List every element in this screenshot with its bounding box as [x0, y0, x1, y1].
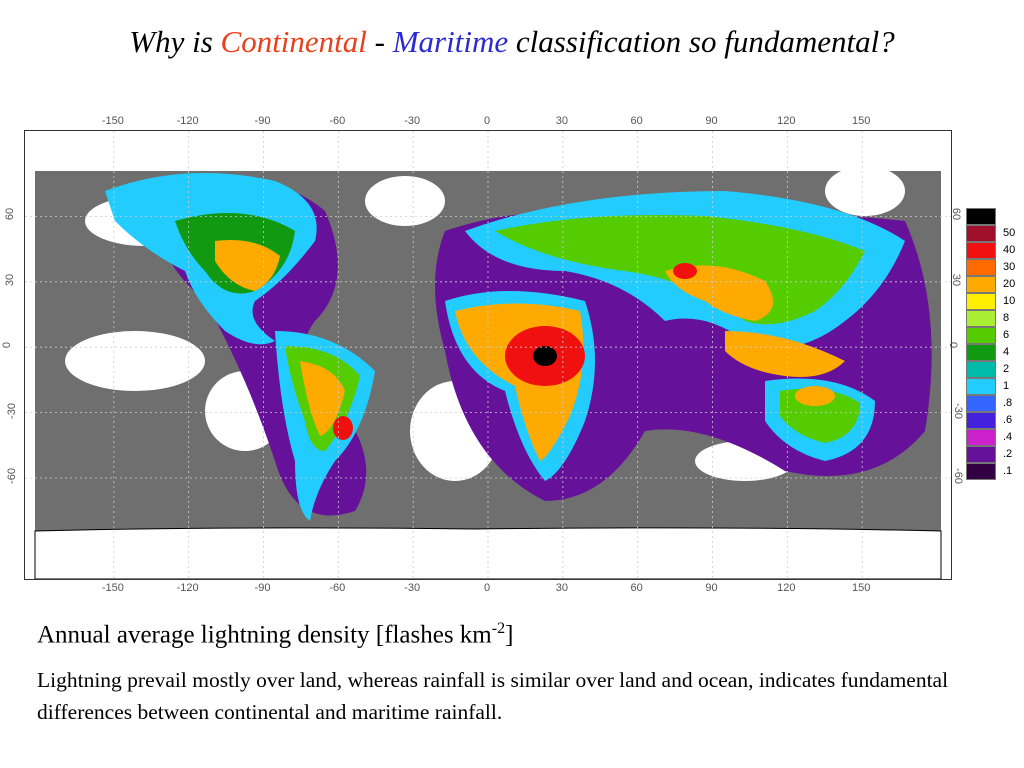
title-part2: classification so fundamental? — [508, 24, 895, 59]
australia-high — [795, 386, 835, 406]
lon-tick-label-bottom: -120 — [176, 582, 199, 594]
lon-tick-label-bottom: 120 — [777, 582, 796, 594]
south-asia-high — [665, 265, 773, 321]
legend-swatch — [966, 208, 996, 225]
lat-tick-label-left: -30 — [5, 402, 18, 419]
title-part1: Why is — [129, 24, 221, 59]
legend-swatch — [966, 327, 996, 344]
lon-tick-label-top: -90 — [254, 115, 271, 127]
lon-tick-label-bottom: 30 — [555, 582, 568, 594]
lat-tick-label-left: 60 — [4, 208, 17, 221]
lat-tick-label-right: 30 — [950, 273, 963, 286]
legend-swatch — [966, 242, 996, 259]
lightning-density-map — [24, 130, 952, 580]
legend-swatch — [966, 463, 996, 480]
legend-swatch — [966, 310, 996, 327]
antarctica — [34, 527, 942, 579]
legend-swatch — [966, 395, 996, 412]
slide-title: Why is Continental - Maritime classifica… — [0, 24, 1024, 60]
legend-label: 4 — [1003, 346, 1010, 358]
legend-label: .6 — [1003, 414, 1013, 426]
title-continental: Continental — [220, 24, 367, 59]
caption-title-end: ] — [505, 621, 514, 649]
caption-title-main: Annual average lightning density [flashe… — [37, 621, 492, 649]
lon-tick-label-top: -150 — [101, 115, 124, 127]
africa-max — [533, 346, 557, 366]
legend-label: 6 — [1003, 329, 1010, 341]
lon-tick-label-bottom: 60 — [630, 582, 643, 594]
lat-tick-label-right: -30 — [951, 402, 964, 419]
caption-title: Annual average lightning density [flashe… — [37, 620, 513, 649]
lon-tick-label-bottom: 150 — [851, 582, 871, 594]
maritime-continent — [725, 331, 845, 377]
lon-tick-label-top: -30 — [404, 115, 421, 127]
caption-title-sup: -2 — [491, 620, 506, 637]
south-asia-max — [673, 263, 697, 279]
legend-label: .2 — [1003, 448, 1013, 460]
legend-label: .8 — [1003, 397, 1013, 409]
legend-label: 40 — [1003, 244, 1016, 256]
lon-tick-label-top: 0 — [483, 115, 491, 127]
legend-swatch — [966, 446, 996, 463]
legend-swatch — [966, 429, 996, 446]
lon-tick-label-top: -120 — [176, 115, 199, 127]
legend-label: 10 — [1003, 295, 1016, 307]
lon-tick-label-bottom: -150 — [101, 582, 124, 594]
lat-tick-label-right: 0 — [947, 342, 960, 349]
lon-tick-label-top: -60 — [329, 115, 346, 127]
lon-tick-label-top: 90 — [705, 115, 718, 127]
lon-tick-label-top: 150 — [851, 115, 871, 127]
color-legend: 50 40 30 20 10 8 6 4 2 1 .8 .6 .4 .2 .1 — [966, 208, 1024, 488]
legend-label: .1 — [1003, 465, 1013, 477]
legend-label: 1 — [1003, 380, 1010, 392]
legend-label: .4 — [1003, 431, 1013, 443]
ocean-white-patch — [65, 331, 205, 391]
lat-tick-label-right: 60 — [950, 208, 963, 221]
map-gridlines — [25, 131, 951, 579]
lon-tick-label-top: 30 — [555, 115, 568, 127]
lon-tick-label-top: 60 — [630, 115, 643, 127]
lat-tick-label-left: 0 — [1, 342, 14, 349]
legend-label: 2 — [1003, 363, 1010, 375]
lon-tick-label-bottom: 90 — [705, 582, 718, 594]
world-map-svg — [25, 131, 951, 579]
legend-label: 30 — [1003, 261, 1016, 273]
ocean-white-patch — [825, 166, 905, 216]
legend-swatch — [966, 293, 996, 310]
lon-tick-label-bottom: -60 — [329, 582, 346, 594]
south-america-high — [300, 361, 345, 436]
legend-swatch — [966, 344, 996, 361]
lon-tick-label-top: 120 — [777, 115, 796, 127]
lat-tick-label-left: 30 — [4, 273, 17, 286]
lon-tick-label-bottom: -90 — [254, 582, 271, 594]
ocean-white-patch — [365, 176, 445, 226]
legend-swatch — [966, 361, 996, 378]
title-maritime: Maritime — [392, 24, 509, 59]
legend-label: 50 — [1003, 227, 1016, 239]
south-america-max — [333, 416, 353, 440]
lon-tick-label-bottom: 0 — [483, 582, 491, 594]
lat-tick-label-left: -60 — [5, 468, 18, 484]
legend-swatch — [966, 276, 996, 293]
lat-tick-label-right: -60 — [951, 468, 964, 484]
legend-swatch — [966, 412, 996, 429]
legend-swatch — [966, 259, 996, 276]
lon-tick-label-bottom: -30 — [404, 582, 421, 594]
legend-label: 20 — [1003, 278, 1016, 290]
title-separator: - — [366, 24, 393, 59]
legend-swatch — [966, 378, 996, 395]
legend-label: 8 — [1003, 312, 1010, 324]
legend-swatch — [966, 225, 996, 242]
caption-body: Lightning prevail mostly over land, wher… — [37, 668, 949, 724]
